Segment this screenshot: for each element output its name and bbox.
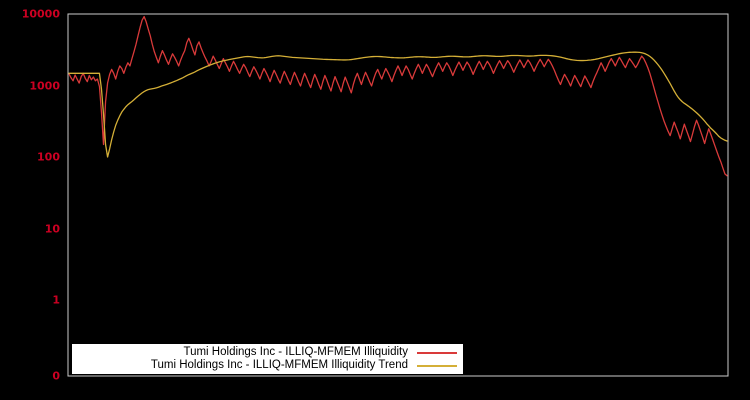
legend-label-illiquidity: Tumi Holdings Inc - ILLIQ-MFMEM Illiquid…	[183, 346, 408, 358]
y-tick-label: 10	[45, 223, 61, 236]
y-tick-label: 10000	[22, 8, 61, 21]
plot-area-border	[67, 13, 729, 377]
y-tick-label: 1000	[29, 80, 60, 93]
series-line-illiquidity	[68, 15, 728, 177]
legend-swatch-illiquidity-trend	[417, 364, 457, 367]
y-tick-label: 1	[52, 294, 60, 307]
y-tick-label: 0	[52, 370, 60, 383]
chart-legend: Tumi Holdings Inc - ILLIQ-MFMEM Illiquid…	[72, 344, 463, 374]
series-line-illiquidity-trend	[68, 51, 728, 158]
legend-entry-illiquidity-trend: Tumi Holdings Inc - ILLIQ-MFMEM Illiquid…	[72, 359, 463, 372]
y-tick-label: 100	[37, 151, 60, 164]
data-series-group	[68, 15, 728, 177]
legend-swatch-illiquidity	[417, 351, 457, 354]
legend-label-illiquidity-trend: Tumi Holdings Inc - ILLIQ-MFMEM Illiquid…	[150, 359, 408, 371]
legend-entry-illiquidity: Tumi Holdings Inc - ILLIQ-MFMEM Illiquid…	[72, 346, 463, 359]
